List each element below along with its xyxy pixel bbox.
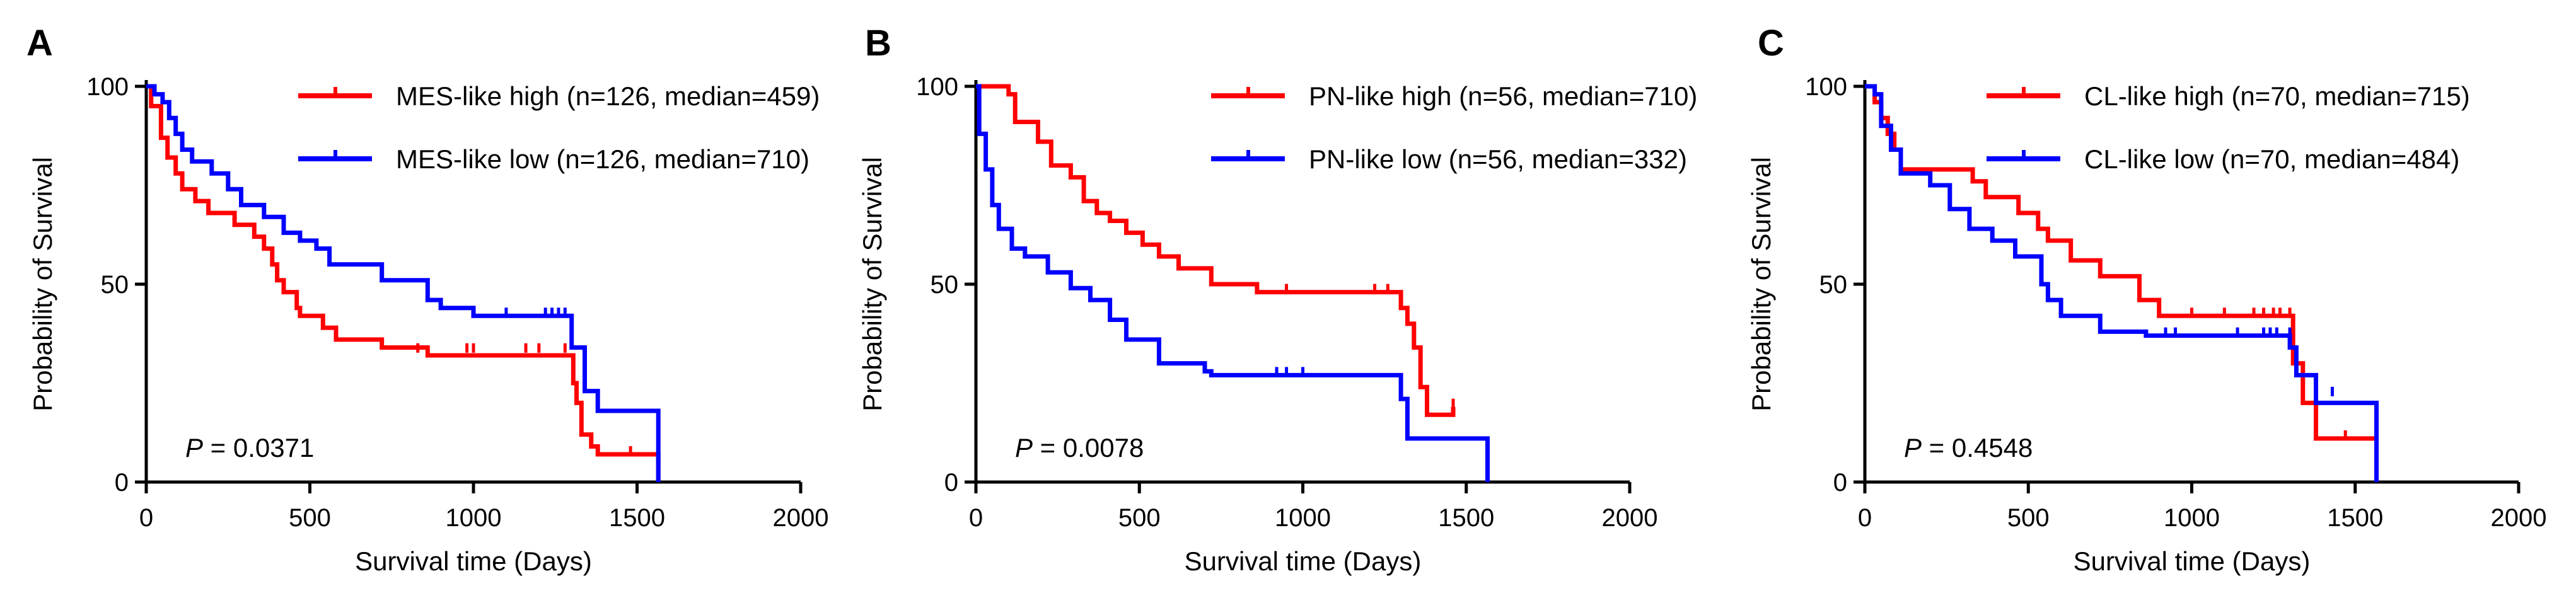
x-axis-title: Survival time (Days) [2074,546,2311,576]
series-high: MES-like high (n=126, median=459) [146,81,820,482]
y-tick-label: 0 [1833,469,1847,497]
x-tick-label: 1000 [2164,504,2220,532]
series-high: PN-like high (n=56, median=710) [976,81,1697,417]
p-symbol: P [1015,433,1033,463]
legend-label: PN-like low (n=56, median=332) [1309,144,1687,174]
series-low: CL-like low (n=70, median=484) [1865,84,2459,482]
survival-curve [146,84,661,482]
x-tick-label: 2000 [1602,504,1658,532]
survival-curve [1865,84,2379,482]
panel-letter: C [1758,23,1784,64]
y-axis-title: Probability of Survival [28,157,57,411]
x-tick-label: 1500 [609,504,665,532]
x-tick-label: 500 [1118,504,1161,532]
y-tick-label: 50 [101,271,129,299]
p-symbol: P [185,433,203,463]
x-tick-label: 1500 [1438,504,1494,532]
legend-label: CL-like high (n=70, median=715) [2084,81,2470,111]
x-tick-label: 2000 [2491,504,2547,532]
legend-label: MES-like high (n=126, median=459) [396,81,820,111]
x-tick-label: 500 [289,504,331,532]
p-value-text: = 0.4548 [1922,433,2033,463]
p-value-text: = 0.0078 [1033,433,1144,463]
y-tick-label: 0 [115,469,129,497]
y-tick-label: 0 [944,469,958,497]
legend-label: CL-like low (n=70, median=484) [2084,144,2459,174]
legend-label: MES-like low (n=126, median=710) [396,144,809,174]
p-value-annotation: P = 0.0371 [185,433,314,463]
series-high: CL-like high (n=70, median=715) [1865,81,2470,482]
series-low: MES-like low (n=126, median=710) [146,84,809,482]
y-tick-label: 100 [1805,73,1847,101]
y-axis-title: Probability of Survival [1746,157,1776,411]
panel-letter: A [26,23,53,64]
legend-label: PN-like high (n=56, median=710) [1309,81,1697,111]
x-tick-label: 2000 [773,504,829,532]
panel-letter: B [865,23,891,64]
y-tick-label: 100 [916,73,958,101]
x-tick-label: 0 [1858,504,1872,532]
survival-curve [146,84,661,482]
x-tick-label: 500 [2007,504,2050,532]
series-low: PN-like low (n=56, median=332) [976,84,1687,482]
survival-curve [976,84,1490,482]
survival-curve [976,84,1456,417]
x-tick-label: 0 [969,504,983,532]
x-tick-label: 0 [139,504,153,532]
x-tick-label: 1000 [446,504,502,532]
y-tick-label: 100 [86,73,129,101]
y-axis-title: Probability of Survival [857,157,887,411]
y-tick-label: 50 [1819,271,1848,299]
x-tick-label: 1500 [2327,504,2383,532]
x-tick-label: 1000 [1275,504,1331,532]
p-symbol: P [1904,433,1922,463]
y-tick-label: 50 [931,271,959,299]
p-value-annotation: P = 0.4548 [1904,433,2033,463]
p-value-text: = 0.0371 [203,433,314,463]
x-axis-title: Survival time (Days) [1185,546,1422,576]
x-axis-title: Survival time (Days) [355,546,592,576]
p-value-annotation: P = 0.0078 [1015,433,1144,463]
